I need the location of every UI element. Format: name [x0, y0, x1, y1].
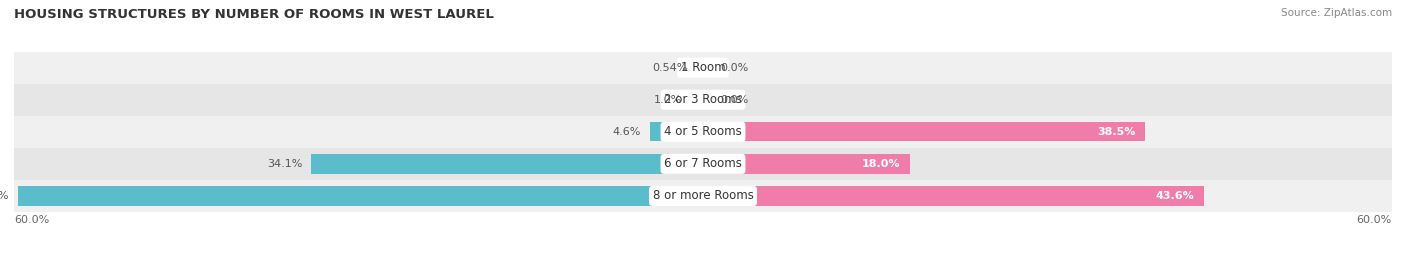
Text: 60.0%: 60.0% — [14, 215, 49, 225]
Bar — [14, 52, 1392, 84]
Text: 18.0%: 18.0% — [862, 159, 900, 169]
Bar — [14, 84, 1392, 116]
Text: 59.7%: 59.7% — [0, 191, 8, 201]
Bar — [703, 122, 1144, 141]
Text: 0.0%: 0.0% — [720, 95, 748, 105]
Text: 0.0%: 0.0% — [720, 63, 748, 73]
Bar — [650, 122, 703, 141]
Bar — [692, 90, 703, 109]
Text: 6 or 7 Rooms: 6 or 7 Rooms — [664, 157, 742, 170]
Bar — [697, 58, 703, 77]
Text: HOUSING STRUCTURES BY NUMBER OF ROOMS IN WEST LAUREL: HOUSING STRUCTURES BY NUMBER OF ROOMS IN… — [14, 8, 494, 21]
Text: 1.0%: 1.0% — [654, 95, 682, 105]
Bar — [17, 186, 703, 206]
Bar — [312, 154, 703, 174]
Bar — [14, 116, 1392, 148]
Text: 8 or more Rooms: 8 or more Rooms — [652, 189, 754, 203]
Bar — [14, 180, 1392, 212]
Text: 4 or 5 Rooms: 4 or 5 Rooms — [664, 125, 742, 138]
Text: 4.6%: 4.6% — [613, 127, 641, 137]
Text: 34.1%: 34.1% — [267, 159, 302, 169]
Bar — [703, 186, 1204, 206]
Bar — [703, 154, 910, 174]
Text: 60.0%: 60.0% — [1357, 215, 1392, 225]
Text: 2 or 3 Rooms: 2 or 3 Rooms — [664, 93, 742, 106]
Text: Source: ZipAtlas.com: Source: ZipAtlas.com — [1281, 8, 1392, 18]
Text: 0.54%: 0.54% — [652, 63, 688, 73]
Bar — [14, 148, 1392, 180]
Text: 38.5%: 38.5% — [1098, 127, 1136, 137]
Text: 43.6%: 43.6% — [1156, 191, 1195, 201]
Text: 1 Room: 1 Room — [681, 61, 725, 74]
